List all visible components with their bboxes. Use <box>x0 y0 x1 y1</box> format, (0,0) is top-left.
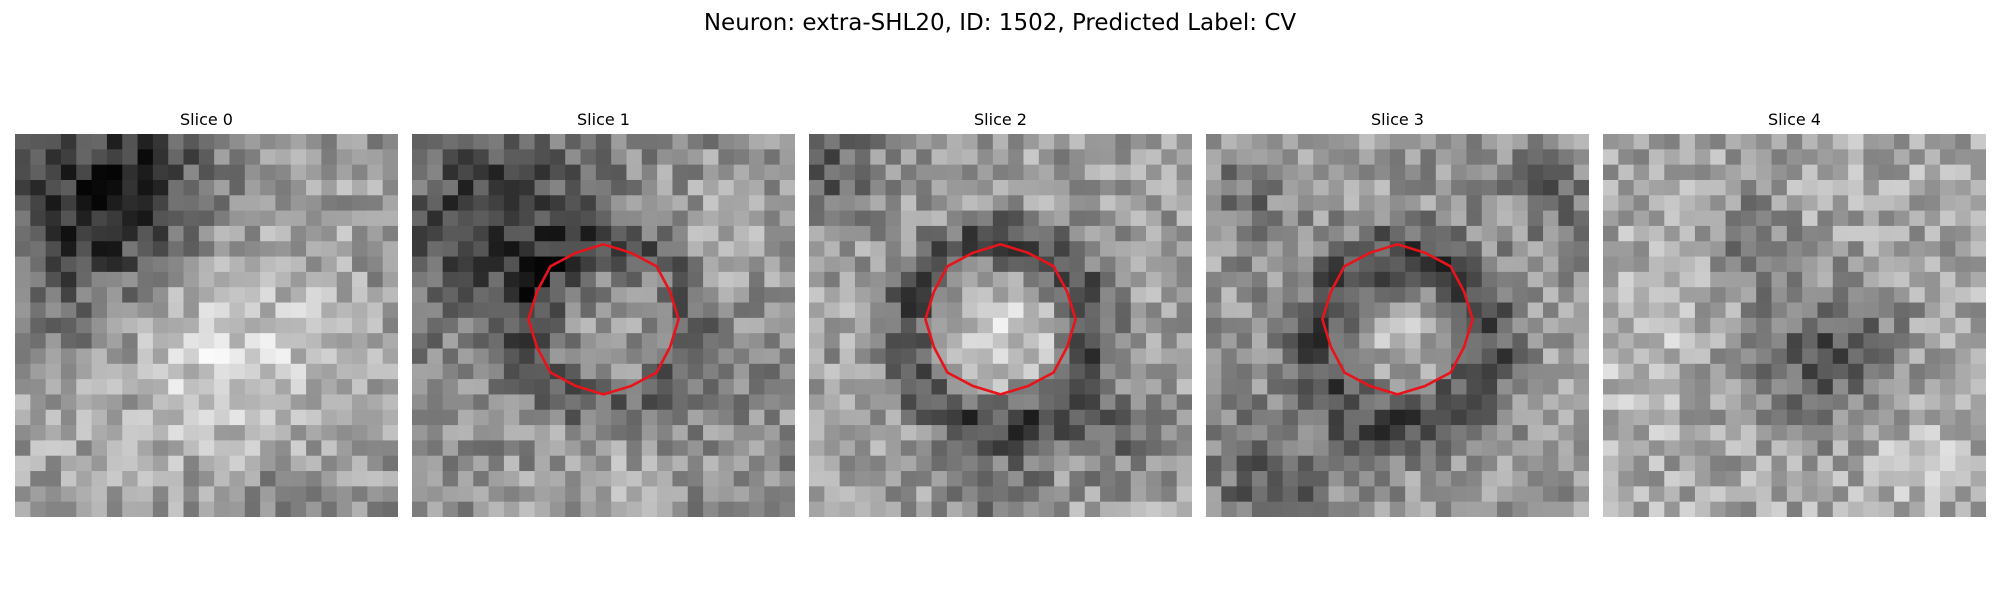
slice-panel-4: Slice 4 <box>1603 0 1986 600</box>
slice-title-2: Slice 2 <box>974 110 1027 129</box>
roi-contour <box>1321 242 1474 396</box>
slice-title-4: Slice 4 <box>1768 110 1821 129</box>
slice-panel-3: Slice 3 <box>1206 0 1589 600</box>
slice-image-1 <box>412 134 795 517</box>
slice-panel-2: Slice 2 <box>809 0 1192 600</box>
slice-panel-0: Slice 0 <box>15 0 398 600</box>
figure-title: Neuron: extra-SHL20, ID: 1502, Predicted… <box>703 10 1297 36</box>
slice-panel-1: Slice 1 <box>412 0 795 600</box>
slice-image-3 <box>1206 134 1589 517</box>
slice-title-1: Slice 1 <box>577 110 630 129</box>
slice-image-2 <box>809 134 1192 517</box>
slice-image-4 <box>1603 134 1986 517</box>
slice-title-3: Slice 3 <box>1371 110 1424 129</box>
slice-title-0: Slice 0 <box>180 110 233 129</box>
roi-contour <box>924 242 1077 396</box>
roi-contour <box>527 242 680 396</box>
slice-image-0 <box>15 134 398 517</box>
